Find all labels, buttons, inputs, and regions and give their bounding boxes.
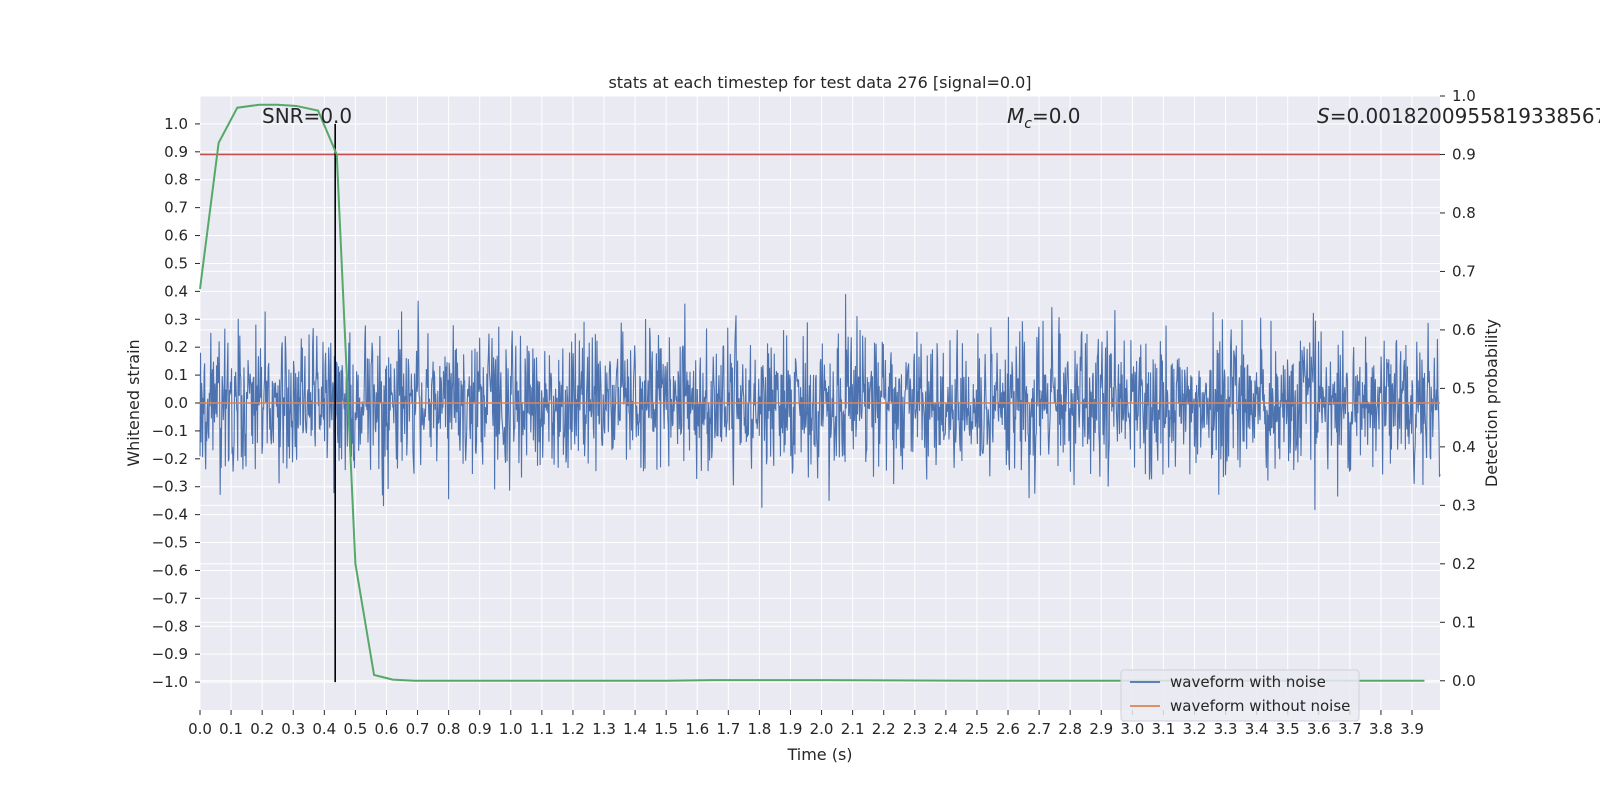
y2-tick-label: 0.1: [1452, 613, 1476, 631]
x-tick-label: 2.8: [1058, 720, 1082, 738]
y-tick-label: −0.6: [152, 561, 188, 579]
legend-box: [1120, 669, 1360, 722]
y-tick-label: 0.3: [164, 310, 188, 328]
y-tick-label: 0.6: [164, 227, 188, 245]
y-axis-ticks: 1.0 0.9 0.8 0.7 0.6 0.5 0.4 0.3 0.2 0.1 0.0 −0.1 −0.…: [152, 115, 200, 691]
x-tick-label: 2.7: [1027, 720, 1051, 738]
x-tick-label: 0.3: [281, 720, 305, 738]
s-symbol: S: [1317, 104, 1330, 128]
x-tick-label: 1.4: [623, 720, 647, 738]
x-tick-label: 3.4: [1245, 720, 1269, 738]
snr-value: 0.0: [320, 104, 352, 128]
x-tick-label: 1.9: [779, 720, 803, 738]
x-axis-label: Time (s): [786, 745, 852, 764]
x-tick-label: 2.0: [810, 720, 834, 738]
x-tick-label: 3.2: [1183, 720, 1207, 738]
x-tick-label: 0.8: [437, 720, 461, 738]
y-tick-label: −0.4: [152, 506, 188, 524]
y-tick-label: −0.2: [152, 450, 188, 468]
y2-tick-label: 0.8: [1452, 204, 1476, 222]
y-tick-label: 0.2: [164, 338, 188, 356]
y-tick-label: 0.9: [164, 143, 188, 161]
y2-axis-label: Detection probability: [1482, 319, 1501, 487]
legend-label-clean: waveform without noise: [1170, 697, 1350, 715]
noise-series: [199, 294, 1441, 511]
x-tick-label: 2.9: [1089, 720, 1113, 738]
x-tick-label: 1.5: [654, 720, 678, 738]
mc-subscript: c: [1024, 116, 1032, 132]
detection-probability-line: [199, 103, 1425, 682]
y-tick-label: −0.3: [152, 478, 188, 496]
x-tick-label: 1.0: [499, 720, 523, 738]
x-tick-label: 2.5: [965, 720, 989, 738]
y-tick-label: 0.0: [164, 394, 188, 412]
y-tick-label: −0.9: [152, 645, 188, 663]
x-tick-label: 3.3: [1214, 720, 1238, 738]
y2-tick-label: 0.6: [1452, 321, 1476, 339]
chart-title: stats at each timestep for test data 276…: [608, 73, 1031, 92]
x-tick-label: 3.7: [1338, 720, 1362, 738]
y2-tick-label: 0.2: [1452, 555, 1476, 573]
x-tick-label: 2.3: [903, 720, 927, 738]
x-tick-label: 1.8: [747, 720, 771, 738]
x-tick-label: 0.1: [219, 720, 243, 738]
y2-tick-label: 0.7: [1452, 262, 1476, 280]
y-tick-label: −0.8: [152, 617, 188, 635]
snr-prefix: SNR=: [262, 104, 320, 128]
y2-tick-label: 0.0: [1452, 672, 1476, 690]
x-tick-label: 0.0: [188, 720, 212, 738]
snr-annotation: SNR=0.0: [262, 104, 352, 128]
x-tick-label: 0.4: [312, 720, 336, 738]
mc-symbol: M: [1007, 104, 1024, 128]
y-tick-label: −0.5: [152, 534, 188, 552]
y2-tick-label: 0.3: [1452, 496, 1476, 514]
x-tick-label: 0.9: [468, 720, 492, 738]
y2-axis-ticks: 1.0 0.9 0.8 0.7 0.6 0.5 0.4 0.3 0.2 0.1 0.0: [1440, 87, 1476, 690]
x-tick-label: 2.4: [934, 720, 958, 738]
x-tick-label: 0.6: [375, 720, 399, 738]
y-tick-label: −1.0: [152, 673, 188, 691]
legend-label-noise: waveform with noise: [1170, 673, 1326, 691]
y-axis-label: Whitened strain: [124, 339, 143, 466]
legend: waveform with noise waveform without noi…: [1120, 669, 1360, 722]
y-tick-label: 0.8: [164, 171, 188, 189]
y-tick-label: 0.4: [164, 282, 188, 300]
x-tick-label: 0.2: [250, 720, 274, 738]
y2-tick-label: 0.5: [1452, 379, 1476, 397]
x-tick-label: 0.5: [343, 720, 367, 738]
x-tick-label: 3.0: [1120, 720, 1144, 738]
x-tick-label: 1.3: [592, 720, 616, 738]
x-tick-label: 2.1: [841, 720, 865, 738]
x-tick-label: 1.1: [530, 720, 554, 738]
s-suffix: =0.0018200955819338567: [1330, 104, 1600, 128]
x-tick-label: 1.6: [685, 720, 709, 738]
x-tick-label: 2.6: [996, 720, 1020, 738]
y2-tick-label: 1.0: [1452, 87, 1476, 105]
y-tick-label: −0.1: [152, 422, 188, 440]
x-tick-label: 3.6: [1307, 720, 1331, 738]
overlays: [199, 103, 1440, 683]
mc-suffix: =0.0: [1032, 104, 1081, 128]
waveform-with-noise-line: [199, 294, 1441, 511]
y-tick-label: 0.1: [164, 366, 188, 384]
y-tick-label: 1.0: [164, 115, 188, 133]
x-tick-label: 3.8: [1369, 720, 1393, 738]
x-tick-label: 1.2: [561, 720, 585, 738]
x-tick-label: 3.1: [1151, 720, 1175, 738]
x-tick-label: 3.5: [1276, 720, 1300, 738]
y-tick-label: −0.7: [152, 589, 188, 607]
y-tick-label: 0.5: [164, 254, 188, 272]
y2-tick-label: 0.9: [1452, 145, 1476, 163]
y2-tick-label: 0.4: [1452, 438, 1476, 456]
x-tick-label: 0.7: [406, 720, 430, 738]
x-tick-label: 1.7: [716, 720, 740, 738]
x-tick-label: 2.2: [872, 720, 896, 738]
s-annotation: S=0.0018200955819338567: [1317, 104, 1600, 128]
x-tick-label: 3.9: [1400, 720, 1424, 738]
mc-annotation: Mc=0.0: [1007, 104, 1081, 132]
y-tick-label: 0.7: [164, 199, 188, 217]
x-axis-ticks: 0.0 0.1 0.2 0.3 0.4 0.5 0.6 0.7 0.8 0.9 1.0 1.1 1.2 1…: [188, 710, 1424, 738]
